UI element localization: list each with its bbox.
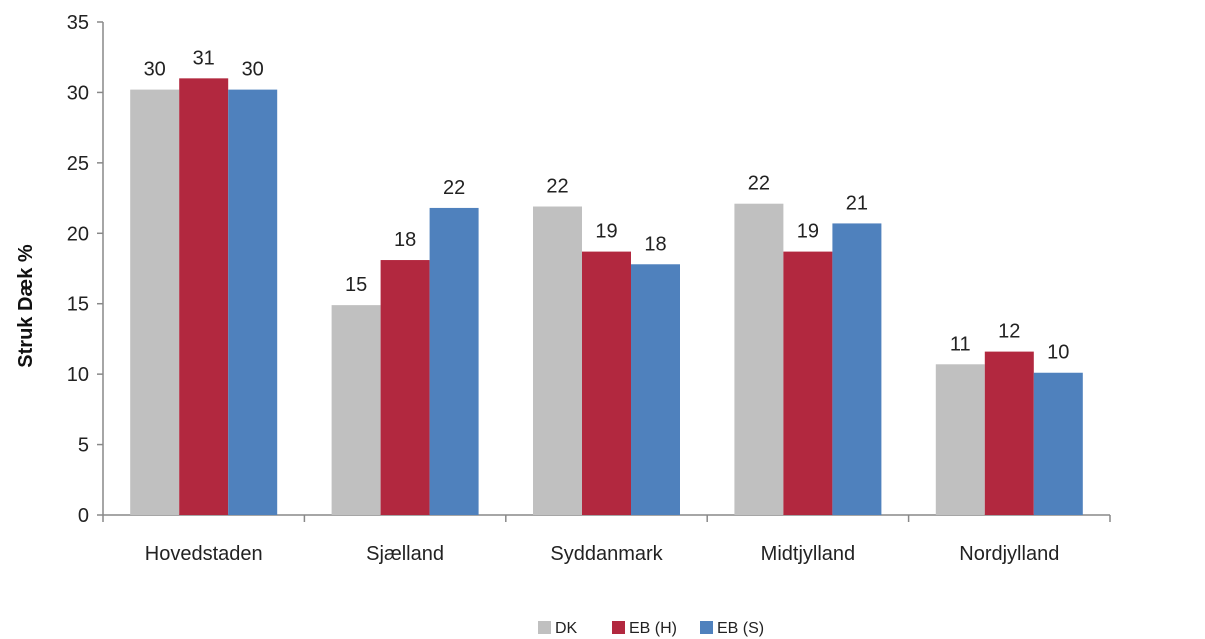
- bar: [582, 251, 631, 515]
- bar: [429, 207, 479, 515]
- legend-label: EB (S): [717, 620, 764, 637]
- x-category-label: Syddanmark: [550, 543, 663, 565]
- y-tick-label: 35: [67, 12, 89, 34]
- data-label: 31: [193, 47, 215, 69]
- bar: [179, 78, 229, 515]
- data-label: 22: [748, 173, 770, 195]
- legend-swatch: [700, 621, 713, 634]
- legend-swatch: [538, 621, 551, 634]
- data-label: 18: [394, 229, 416, 251]
- data-label: 11: [950, 333, 971, 355]
- data-label: 30: [144, 59, 166, 81]
- y-tick-label: 30: [67, 82, 89, 104]
- data-label: 22: [546, 176, 568, 198]
- x-category-label: Nordjylland: [959, 543, 1059, 565]
- bars: [130, 78, 1083, 516]
- bar: [631, 264, 680, 515]
- bar: [984, 351, 1034, 515]
- legend-label: DK: [555, 620, 578, 637]
- y-tick-label: 15: [67, 294, 89, 316]
- bar: [832, 223, 882, 515]
- legend-label: EB (H): [629, 620, 677, 637]
- x-axis: Hovedstaden Sjælland Syddanmark Midtjylland…: [102, 514, 1111, 565]
- bar: [228, 89, 278, 516]
- data-label: 30: [242, 59, 264, 81]
- legend: DK EB (H) EB (S): [538, 620, 764, 637]
- data-label: 15: [345, 274, 367, 296]
- x-category-label: Hovedstaden: [145, 543, 263, 565]
- bar: [130, 89, 180, 516]
- x-category-label: Sjælland: [366, 543, 444, 565]
- bar: [1033, 372, 1083, 515]
- data-label: 19: [595, 221, 617, 243]
- y-tick-label: 25: [67, 153, 89, 175]
- bar: [935, 364, 985, 515]
- data-label: 10: [1047, 342, 1069, 364]
- data-label: 19: [797, 221, 819, 243]
- y-tick-label: 5: [78, 435, 89, 457]
- y-axis-title: Struk Dæk %: [15, 244, 37, 368]
- x-category-label: Midtjylland: [761, 543, 855, 565]
- bar: [734, 203, 784, 515]
- data-label: 12: [998, 321, 1020, 343]
- bar: [783, 251, 833, 515]
- data-label: 22: [443, 177, 465, 199]
- y-tick-label: 20: [67, 223, 89, 245]
- bar: [533, 206, 582, 515]
- bar: [331, 305, 381, 515]
- data-labels: 30 15 22 22 11 31 18 19 19 12 30 22 18 21 10: [144, 47, 1070, 363]
- data-label: 21: [846, 192, 868, 214]
- data-label: 18: [644, 233, 666, 255]
- y-tick-label: 0: [78, 505, 89, 527]
- bar: [380, 260, 430, 515]
- legend-swatch: [612, 621, 625, 634]
- y-tick-label: 10: [67, 364, 89, 386]
- y-axis: 0 5 10 15 20 25 30 35: [67, 12, 104, 527]
